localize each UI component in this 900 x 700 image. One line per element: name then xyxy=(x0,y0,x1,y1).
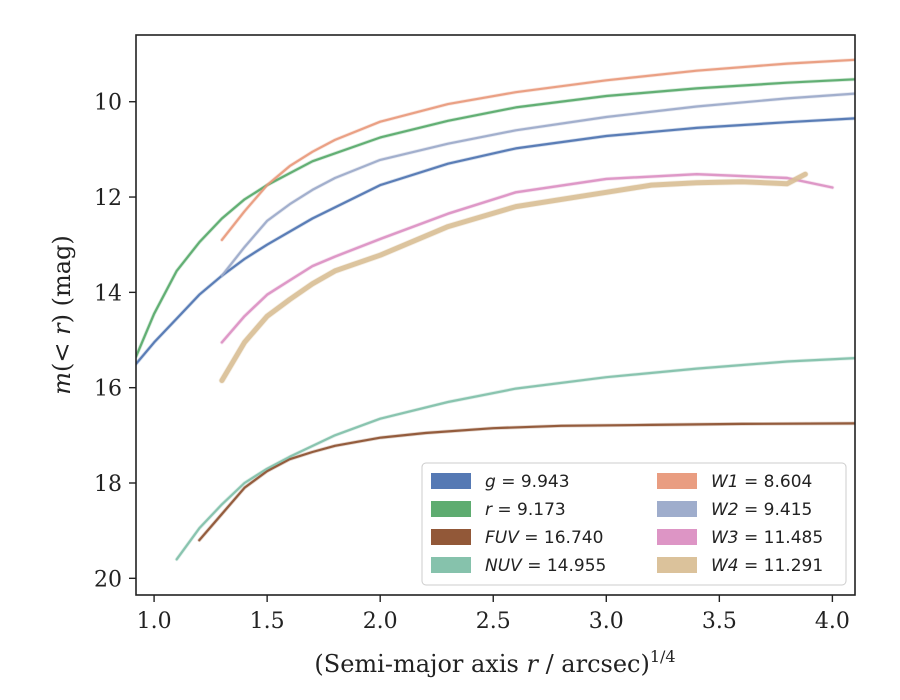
legend-swatch-w2 xyxy=(657,501,697,517)
legend-label-w2: W2 = 9.415 xyxy=(711,500,812,520)
x-tick-label: 2.0 xyxy=(363,609,398,634)
legend-swatch-w3 xyxy=(657,529,697,545)
y-axis-ticks: 10 12 14 16 18 20 xyxy=(94,91,136,592)
y-tick-label: 20 xyxy=(94,567,122,592)
x-tick-label: 3.0 xyxy=(589,609,624,634)
legend-swatch-fuv xyxy=(431,529,471,545)
x-axis-ticks: 1.0 1.5 2.0 2.5 3.0 3.5 4.0 xyxy=(137,595,850,634)
y-tick-label: 16 xyxy=(94,377,122,402)
x-tick-label: 4.0 xyxy=(815,609,850,634)
legend: g = 9.943 r = 9.173 FUV = 16.740 NUV = 14.9… xyxy=(421,462,847,586)
legend-swatch-w4 xyxy=(657,557,697,573)
legend-label-w4: W4 = 11.291 xyxy=(711,556,823,576)
plot-frame xyxy=(135,34,856,596)
legend-label-w3: W3 = 11.485 xyxy=(711,528,823,548)
legend-swatch-nuv xyxy=(431,557,471,573)
legend-items: g = 9.943 r = 9.173 FUV = 16.740 NUV = 14.9… xyxy=(431,472,823,576)
legend-label-g: g = 9.943 xyxy=(485,472,570,492)
legend-label-fuv: FUV = 16.740 xyxy=(485,528,603,548)
series-line-fuv xyxy=(198,422,855,542)
legend-label-r: r = 9.173 xyxy=(485,500,566,520)
series-line-w2 xyxy=(220,92,855,277)
series-line-w4 xyxy=(219,171,808,383)
y-tick-label: 14 xyxy=(94,281,122,306)
legend-label-w1: W1 = 8.604 xyxy=(711,472,812,492)
x-tick-label: 1.0 xyxy=(137,609,172,634)
legend-label-nuv: NUV = 14.955 xyxy=(485,556,606,576)
legend-swatch-w1 xyxy=(657,473,697,489)
y-axis-title: m(< r) (mag) xyxy=(48,235,76,395)
y-tick-label: 12 xyxy=(94,186,122,211)
y-tick-label: 10 xyxy=(94,91,122,116)
series-line-w1 xyxy=(220,58,855,241)
x-tick-label: 3.5 xyxy=(702,609,737,634)
legend-swatch-g xyxy=(431,473,471,489)
legend-swatch-r xyxy=(431,501,471,517)
series-line-w3 xyxy=(220,172,834,344)
series-line-nuv xyxy=(175,357,855,561)
series-lines xyxy=(136,58,855,561)
series-line-r xyxy=(136,78,855,358)
x-tick-label: 2.5 xyxy=(476,609,511,634)
legend-box xyxy=(421,462,847,586)
x-tick-label: 1.5 xyxy=(250,609,285,634)
series-line-g xyxy=(136,117,855,365)
x-axis-title: (Semi-major axis r / arcsec)1/4 xyxy=(314,647,675,678)
y-tick-label: 18 xyxy=(94,472,122,497)
